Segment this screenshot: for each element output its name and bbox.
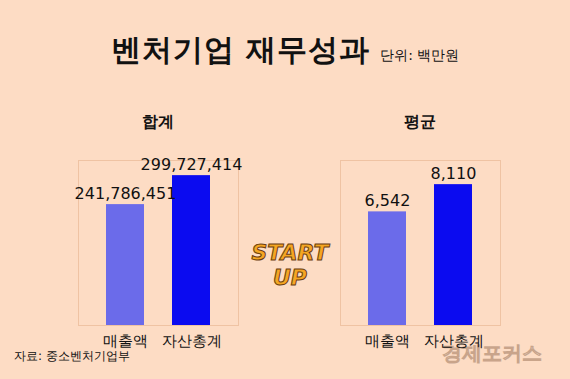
svg-text:8,110: 8,110 (431, 164, 477, 183)
svg-text:자산총계: 자산총계 (162, 332, 222, 350)
svg-text:299,727,414: 299,727,414 (141, 155, 243, 174)
svg-text:자산총계: 자산총계 (424, 332, 484, 350)
svg-text:6,542: 6,542 (365, 191, 411, 210)
svg-text:매출액: 매출액 (365, 332, 410, 350)
svg-text:241,786,451: 241,786,451 (75, 184, 177, 203)
svg-text:매출액: 매출액 (103, 332, 148, 350)
